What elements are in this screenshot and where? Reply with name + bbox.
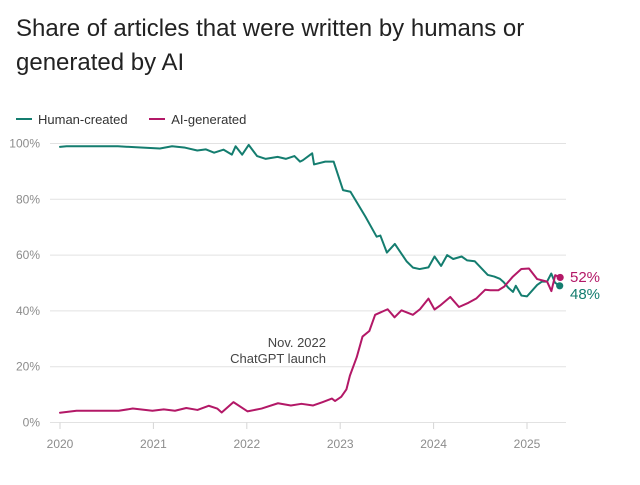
svg-text:40%: 40% bbox=[16, 304, 40, 318]
svg-text:2021: 2021 bbox=[140, 437, 167, 451]
svg-text:2023: 2023 bbox=[327, 437, 354, 451]
svg-text:52%: 52% bbox=[570, 269, 600, 286]
svg-text:0%: 0% bbox=[23, 416, 41, 430]
svg-text:2020: 2020 bbox=[47, 437, 74, 451]
svg-text:2025: 2025 bbox=[514, 437, 541, 451]
svg-text:Nov. 2022: Nov. 2022 bbox=[268, 335, 326, 350]
svg-text:60%: 60% bbox=[16, 248, 40, 262]
svg-text:2024: 2024 bbox=[420, 437, 447, 451]
svg-text:2022: 2022 bbox=[233, 437, 260, 451]
svg-text:ChatGPT launch: ChatGPT launch bbox=[230, 351, 326, 366]
svg-text:80%: 80% bbox=[16, 192, 40, 206]
svg-text:48%: 48% bbox=[570, 286, 600, 303]
svg-text:20%: 20% bbox=[16, 360, 40, 374]
svg-text:100%: 100% bbox=[9, 137, 40, 151]
